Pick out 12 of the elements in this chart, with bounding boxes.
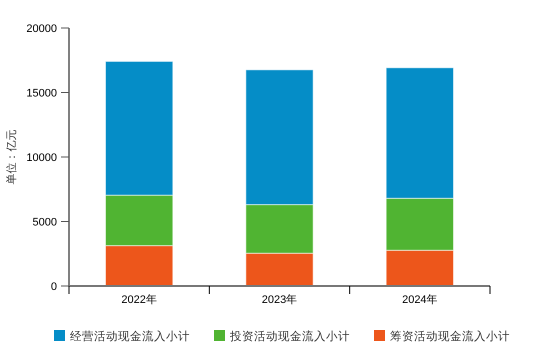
y-axis-title: 单位：亿元 bbox=[5, 130, 18, 184]
x-tick-label: 2022年 bbox=[121, 294, 157, 306]
y-tick-label: 10000 bbox=[26, 152, 57, 164]
legend-label: 投资活动现金流入小计 bbox=[229, 329, 350, 343]
x-tick-label: 2024年 bbox=[402, 294, 438, 306]
y-tick-label: 5000 bbox=[32, 216, 57, 228]
legend-label: 经营活动现金流入小计 bbox=[70, 329, 190, 343]
y-tick-label: 0 bbox=[50, 281, 57, 293]
x-tick-label: 2023年 bbox=[262, 294, 298, 306]
y-tick-label: 20000 bbox=[26, 23, 57, 35]
y-tick-label: 15000 bbox=[26, 88, 57, 100]
legend-label: 筹资活动现金流入小计 bbox=[390, 329, 510, 343]
